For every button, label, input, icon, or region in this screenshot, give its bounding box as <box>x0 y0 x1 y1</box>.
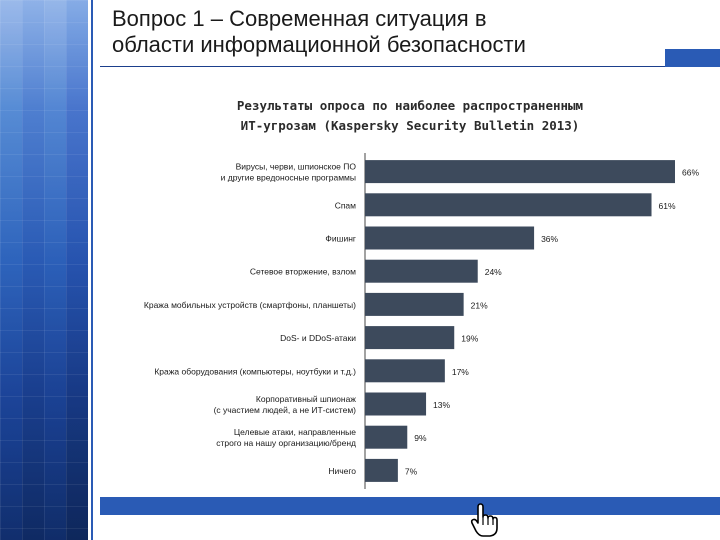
bar-5 <box>365 326 455 350</box>
category-label-8-0: Целевые атаки, направленные <box>234 427 356 437</box>
category-label-3-0: Сетевое вторжение, взлом <box>250 267 356 277</box>
bar-4 <box>365 292 464 316</box>
value-label-1: 61% <box>659 201 676 211</box>
category-label-6-0: Кража оборудования (компьютеры, ноутбуки… <box>154 366 356 376</box>
category-label-1-0: Спам <box>335 200 356 210</box>
category-label-7-0: Корпоративный шпионаж <box>256 394 356 404</box>
bar-1 <box>365 193 652 217</box>
value-label-5: 19% <box>461 334 478 344</box>
category-label-0-1: и другие вредоносные программы <box>221 173 356 183</box>
value-label-7: 13% <box>433 400 450 410</box>
bar-0 <box>365 160 675 184</box>
category-label-5-0: DoS- и DDoS-атаки <box>280 333 356 343</box>
left-decor-stripe <box>91 0 93 540</box>
category-label-7-1: (с участием людей, а не ИТ-систем) <box>214 405 357 415</box>
left-decor-grid <box>0 0 88 540</box>
bar-3 <box>365 259 478 283</box>
value-label-3: 24% <box>485 267 502 277</box>
value-label-0: 66% <box>682 168 699 178</box>
bar-6 <box>365 359 445 383</box>
value-label-4: 21% <box>471 300 488 310</box>
value-label-9: 7% <box>405 466 418 476</box>
title-underline <box>100 66 665 67</box>
category-label-0-0: Вирусы, черви, шпионское ПО <box>236 162 357 172</box>
chart-title-line1: Результаты опроса по наиболее распростра… <box>236 98 584 113</box>
left-decor-panel <box>0 0 88 540</box>
category-label-4-0: Кража мобильных устройств (смартфоны, пл… <box>144 300 356 310</box>
bar-7 <box>365 392 427 416</box>
chart-title-line2: ИТ-угрозам (Kaspersky Security Bulletin … <box>240 118 580 133</box>
value-label-2: 36% <box>541 234 558 244</box>
bottom-accent-bar <box>100 497 720 515</box>
bar-8 <box>365 425 408 449</box>
slide-title: Вопрос 1 – Современная ситуация в област… <box>112 6 582 58</box>
category-label-9-0: Ничего <box>328 466 356 476</box>
bar-2 <box>365 226 535 250</box>
title-accent-block <box>665 49 720 67</box>
category-label-2-0: Фишинг <box>325 234 356 244</box>
bar-9 <box>365 458 398 482</box>
value-label-8: 9% <box>414 433 427 443</box>
value-label-6: 17% <box>452 367 469 377</box>
category-label-8-1: строго на нашу организацию/бренд <box>216 438 356 448</box>
chart-title: Результаты опроса по наиболее распростра… <box>200 96 620 136</box>
slide-title-line2: области информационной безопасности <box>112 32 526 57</box>
hand-pointer-icon <box>470 503 498 537</box>
slide-title-line1: Вопрос 1 – Современная ситуация в <box>112 6 487 31</box>
